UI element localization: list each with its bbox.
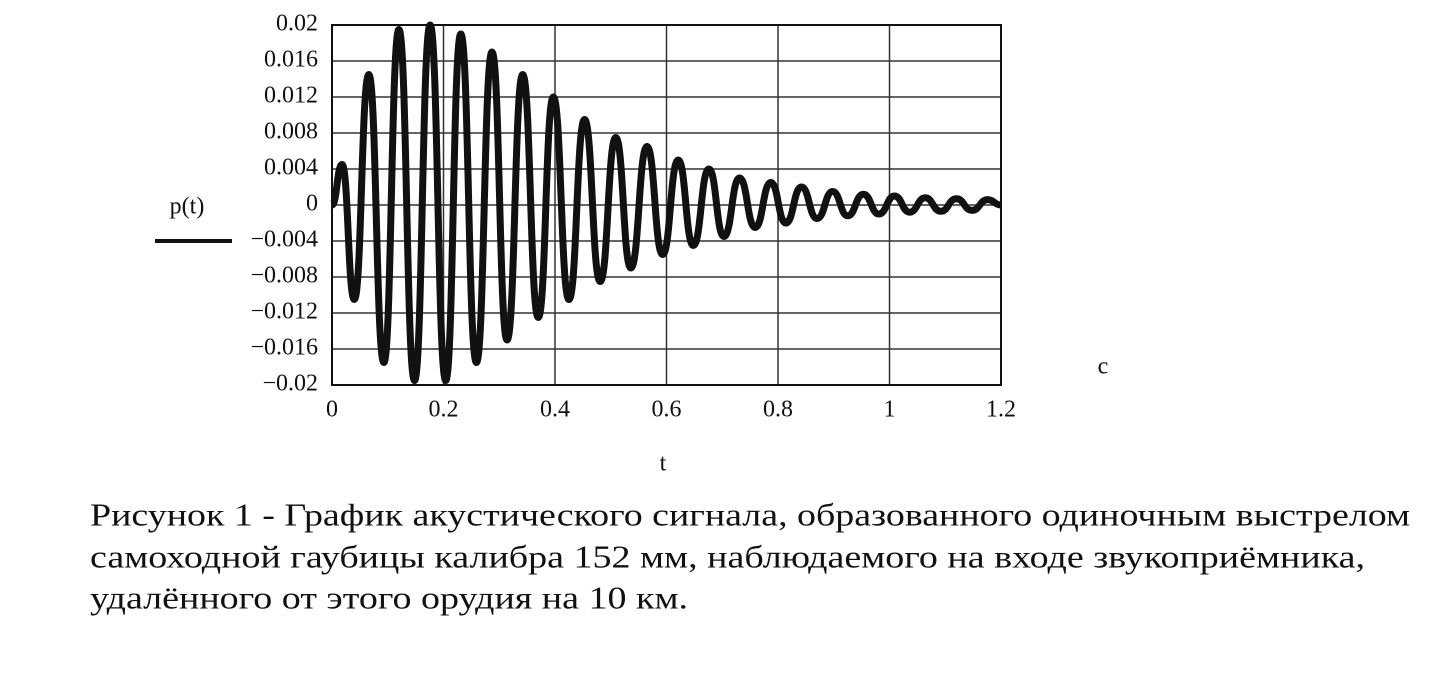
y-tick-label: 0 (306, 191, 318, 217)
y-tick-label: 0.004 (264, 155, 318, 181)
x-tick-label: 1 (884, 397, 896, 423)
y-tick-label: 0.016 (264, 47, 318, 73)
caption-line: удалённого от этого орудия на 10 км. (90, 579, 688, 615)
signal-line (328, 21, 1002, 384)
y-tick-label: −0.008 (250, 263, 318, 289)
y-tick-label: −0.02 (262, 371, 318, 397)
x-tick-label: 0.6 (652, 397, 682, 423)
x-axis-label: t (660, 451, 667, 477)
y-tick-label: −0.012 (250, 299, 318, 325)
legend-label: p(t) (170, 194, 205, 220)
y-tick-label: 0.008 (264, 119, 318, 145)
x-tick-label: 1.2 (986, 397, 1016, 423)
y-tick-label: 0.012 (264, 83, 318, 109)
y-tick-label: 0.02 (276, 11, 318, 37)
x-tick-label: 0.4 (540, 397, 570, 423)
x-tick-label: 0.8 (763, 397, 793, 423)
caption-line: самоходной гаубицы калибра 152 мм, наблю… (90, 538, 1365, 574)
x-tick-label: 0.2 (429, 397, 459, 423)
unit-annotation: c (1098, 354, 1109, 380)
x-tick-label: 0 (326, 397, 338, 423)
caption-line: Рисунок 1 - График акустического сигнала… (90, 496, 1410, 532)
y-tick-label: −0.016 (250, 335, 318, 361)
y-tick-label: −0.004 (250, 227, 318, 253)
